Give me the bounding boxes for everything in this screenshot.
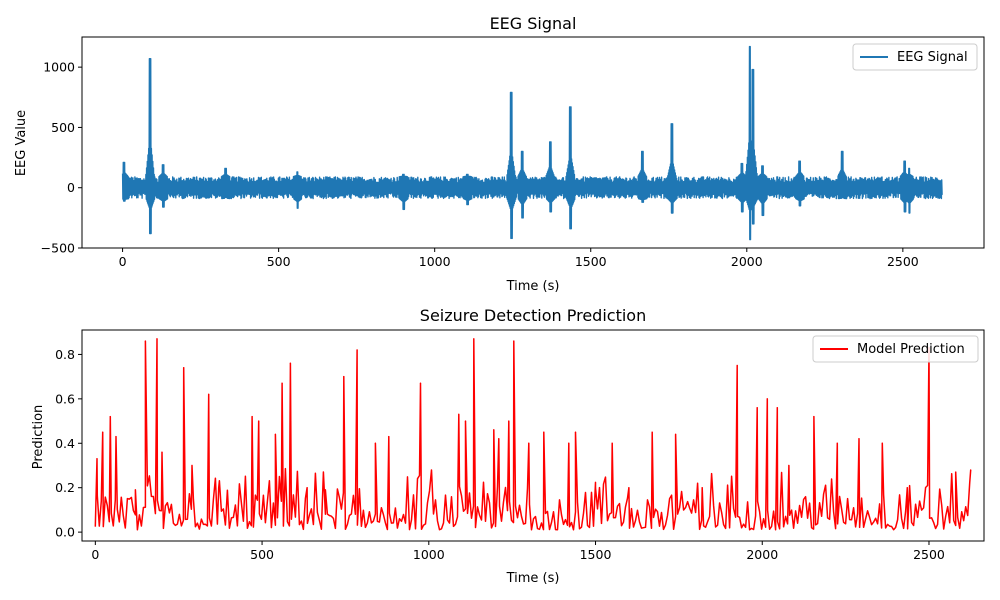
prediction-peak-point [736, 364, 738, 367]
prediction-peak-point [419, 382, 422, 384]
prediction-peak-point [374, 442, 376, 444]
eeg-x-tick-label: 1000 [419, 254, 451, 269]
prediction-peak-point [701, 487, 703, 489]
prediction-legend: Model Prediction [812, 335, 979, 363]
prediction-peak-point [458, 413, 460, 415]
prediction-x-tick-label: 500 [250, 547, 274, 562]
prediction-axis-ticks: 0 500 1000 1500 2000 2500 0.0 0.2 0.4 0.6 0.8 [55, 347, 945, 562]
prediction-x-tick-label: 1000 [413, 547, 445, 562]
prediction-peak-point [144, 340, 146, 342]
eeg-y-tick-label: 1000 [43, 60, 75, 75]
prediction-chart-title: Seizure Detection Prediction [420, 306, 646, 325]
prediction-peak-point [208, 393, 210, 395]
prediction-peak-point [96, 458, 98, 460]
prediction-y-axis-label: Prediction [31, 405, 46, 470]
prediction-peak-point [473, 338, 475, 340]
prediction-peak-point [134, 489, 136, 491]
prediction-peak-point [788, 464, 790, 467]
prediction-peak-point [513, 340, 515, 342]
prediction-peak-point [218, 487, 220, 489]
prediction-peak-point [102, 431, 104, 433]
model-prediction-series-line [94, 338, 972, 531]
eeg-y-tick-label: −500 [41, 241, 75, 256]
eeg-x-tick-label: 1500 [575, 254, 607, 269]
eeg-x-tick-label: 0 [119, 254, 127, 269]
prediction-peak-point [970, 469, 972, 471]
prediction-legend-label: Model Prediction [857, 342, 965, 357]
eeg-x-axis-label: Time (s) [506, 279, 560, 294]
prediction-peak-point [574, 431, 577, 433]
eeg-y-tick-label: 500 [51, 120, 75, 135]
eeg-y-tick-label: 0 [67, 180, 75, 195]
prediction-plot-frame [81, 329, 985, 542]
prediction-peak-point [498, 438, 500, 440]
prediction-peak-point [628, 487, 630, 489]
prediction-peak-point [388, 436, 390, 438]
prediction-peak-point [281, 382, 283, 384]
prediction-peak-point [324, 489, 326, 491]
eeg-plot-area [121, 45, 943, 241]
eeg-y-axis-label: EEG Value [14, 110, 29, 176]
prediction-peak-point [306, 487, 308, 489]
prediction-x-tick-label: 2000 [746, 547, 778, 562]
prediction-peak-point [183, 367, 185, 369]
prediction-peak-point [594, 487, 597, 489]
prediction-peak-point [109, 416, 111, 418]
prediction-peak-point [356, 349, 358, 351]
prediction-peak-point [881, 442, 883, 444]
eeg-plot-frame [81, 36, 985, 249]
prediction-peak-point [766, 398, 768, 400]
eeg-chart-title: EEG Signal [490, 14, 577, 33]
prediction-peak-point [813, 416, 815, 418]
eeg-x-tick-label: 500 [267, 254, 291, 269]
prediction-peak-point [611, 442, 613, 444]
prediction-peak-point [906, 487, 908, 489]
eeg-chart: EEG Signal 0 500 1000 1500 2000 2500 −500 0 500 1… [14, 14, 985, 294]
prediction-plot-area [94, 338, 972, 531]
prediction-peak-point [651, 431, 653, 433]
prediction-peak-point [508, 420, 510, 422]
prediction-x-tick-label: 0 [91, 547, 99, 562]
eeg-x-tick-label: 2500 [887, 254, 919, 269]
prediction-peak-point [343, 376, 345, 378]
prediction-peak-point [493, 429, 495, 431]
prediction-y-tick-label: 0.4 [55, 436, 75, 451]
prediction-peak-point [274, 433, 276, 435]
prediction-x-tick-label: 1500 [580, 547, 612, 562]
prediction-y-tick-label: 0.6 [55, 391, 75, 406]
prediction-peak-point [258, 420, 260, 422]
prediction-peak-point [115, 436, 117, 438]
eeg-axis-ticks: 0 500 1000 1500 2000 2500 −500 0 500 1000 [41, 60, 919, 269]
prediction-peak-point [251, 416, 253, 418]
eeg-legend-box [852, 43, 978, 71]
prediction-peak-point [528, 442, 530, 444]
prediction-legend-box [812, 335, 979, 363]
prediction-x-axis-label: Time (s) [506, 571, 560, 586]
prediction-peak-point [955, 471, 957, 473]
prediction-x-tick-label: 2500 [913, 547, 945, 562]
prediction-chart: Seizure Detection Prediction 0 500 1000 150… [31, 306, 985, 586]
prediction-peak-point [756, 407, 758, 409]
prediction-peak-point [161, 451, 163, 453]
prediction-y-tick-label: 0.8 [55, 347, 75, 362]
eeg-legend: EEG Signal [852, 43, 978, 71]
prediction-peak-point [289, 362, 291, 364]
prediction-peak-point [858, 438, 860, 440]
prediction-peak-point [836, 442, 838, 444]
eeg-x-tick-label: 2000 [731, 254, 763, 269]
prediction-y-tick-label: 0.0 [55, 525, 75, 540]
prediction-peak-point [156, 338, 158, 340]
eeg-signal-series-line [121, 45, 943, 241]
prediction-y-tick-label: 0.2 [55, 480, 75, 495]
prediction-peak-point [568, 442, 570, 444]
prediction-peak-point [776, 407, 778, 409]
prediction-peak-point [191, 464, 193, 467]
eeg-legend-label: EEG Signal [897, 50, 968, 65]
prediction-peak-point [675, 433, 677, 435]
prediction-peak-point [543, 431, 545, 433]
prediction-peak-point [464, 420, 467, 422]
